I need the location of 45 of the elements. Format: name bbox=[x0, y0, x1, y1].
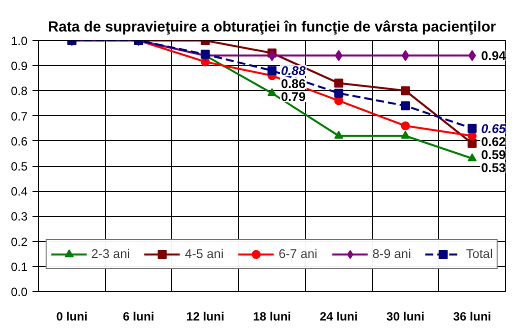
legend-label: Total bbox=[466, 247, 493, 261]
y-tick-label: 0.7 bbox=[10, 109, 28, 124]
y-tick-label: 0.9 bbox=[10, 59, 28, 74]
data-label: 0.53 bbox=[481, 160, 506, 175]
point bbox=[334, 88, 344, 98]
point bbox=[468, 124, 477, 133]
point bbox=[268, 88, 276, 96]
y-tick-label: 0.0 bbox=[10, 285, 28, 299]
y-tick-label: 0.8 bbox=[10, 84, 28, 98]
point bbox=[400, 121, 410, 130]
point bbox=[400, 101, 410, 110]
x-tick-label: 24 luni bbox=[320, 310, 358, 324]
y-tick-label: 0.6 bbox=[10, 134, 28, 148]
chart-title: Rata de supravieţuire a obturaţiei în funcţie de vârsta pacienţilor bbox=[48, 20, 496, 36]
y-tick-label: 0.2 bbox=[10, 234, 28, 249]
data-label: 0.65 bbox=[481, 122, 507, 136]
point bbox=[334, 78, 344, 88]
point bbox=[334, 50, 343, 62]
x-tick-label: 12 luni bbox=[186, 310, 224, 324]
data-label: 0.86 bbox=[281, 77, 306, 92]
point bbox=[334, 130, 344, 139]
legend-label: 2-3 ani bbox=[91, 247, 130, 261]
y-tick-label: 1.0 bbox=[10, 34, 28, 48]
x-tick-label: 6 luni bbox=[122, 310, 154, 324]
y-tick-label: 0.1 bbox=[10, 260, 28, 274]
data-label: 0.62 bbox=[481, 134, 506, 149]
data-label: 0.94 bbox=[481, 49, 506, 64]
x-tick-label: 36 luni bbox=[453, 310, 492, 324]
point bbox=[400, 130, 410, 139]
point bbox=[268, 66, 276, 76]
x-tick-label: 30 luni bbox=[386, 310, 424, 324]
point bbox=[400, 86, 410, 96]
point bbox=[468, 138, 477, 148]
data-label: 0.88 bbox=[281, 64, 307, 78]
data-label: 0.59 bbox=[481, 148, 506, 162]
x-tick-label: 0 luni bbox=[56, 310, 88, 324]
y-tick-label: 0.3 bbox=[10, 210, 28, 224]
data-label: 0.79 bbox=[281, 90, 306, 104]
y-tick-label: 0.4 bbox=[10, 184, 28, 199]
x-tick-label: 18 luni bbox=[252, 310, 292, 324]
point bbox=[468, 153, 477, 162]
legend-label: 8-9 ani bbox=[372, 247, 412, 261]
legend-label: 4-5 ani bbox=[184, 247, 224, 261]
y-tick-label: 0.5 bbox=[10, 160, 28, 174]
legend-label: 6-7 ani bbox=[278, 247, 318, 261]
